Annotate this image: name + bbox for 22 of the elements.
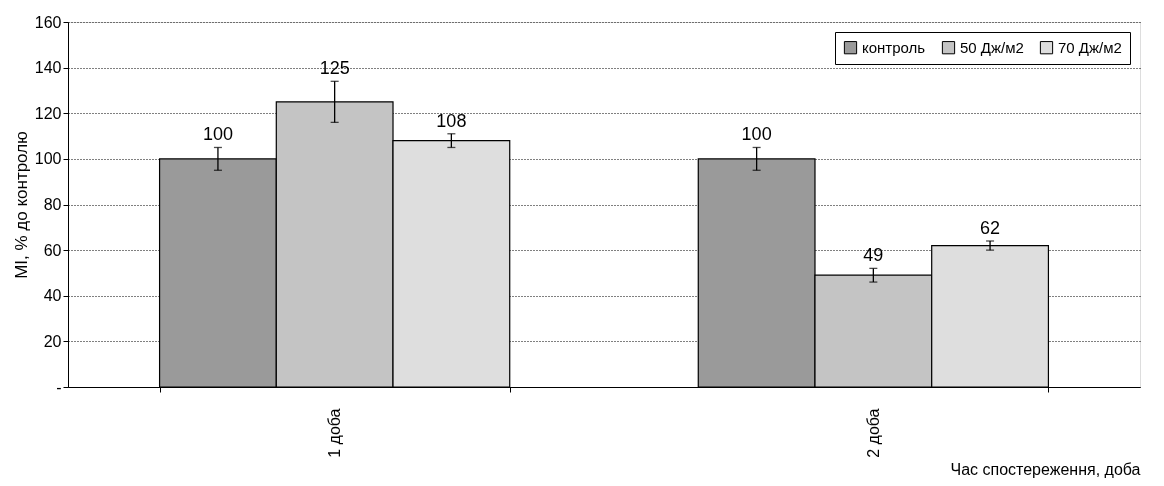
data-label: 62: [980, 218, 1001, 238]
data-label: 100: [741, 124, 772, 145]
y-tick-label: -: [56, 378, 62, 396]
y-tick-label: 20: [43, 332, 62, 350]
legend-label: контроль: [862, 38, 926, 56]
x-tick-label: 2 доба: [864, 408, 882, 458]
y-tick-label: 40: [43, 287, 62, 305]
y-tick-label: 140: [34, 59, 62, 77]
x-axis-title: Час спостереження, доба: [950, 460, 1141, 478]
y-tick-label: 100: [34, 150, 62, 168]
legend-label: 50 Дж/м2: [960, 38, 1024, 56]
y-tick-label: 60: [43, 241, 62, 259]
y-axis-title: MI, % до контролю: [11, 130, 31, 279]
x-tick-label: 1 доба: [326, 408, 344, 458]
y-tick-label: 120: [34, 104, 62, 122]
data-label: 100: [202, 124, 233, 145]
y-tick-label: 160: [34, 13, 62, 31]
data-label: 108: [436, 110, 467, 131]
data-label: 49: [863, 245, 884, 266]
legend-label: 70 Дж/м2: [1058, 38, 1122, 56]
data-label: 125: [319, 58, 350, 79]
y-tick-label: 80: [43, 196, 62, 213]
